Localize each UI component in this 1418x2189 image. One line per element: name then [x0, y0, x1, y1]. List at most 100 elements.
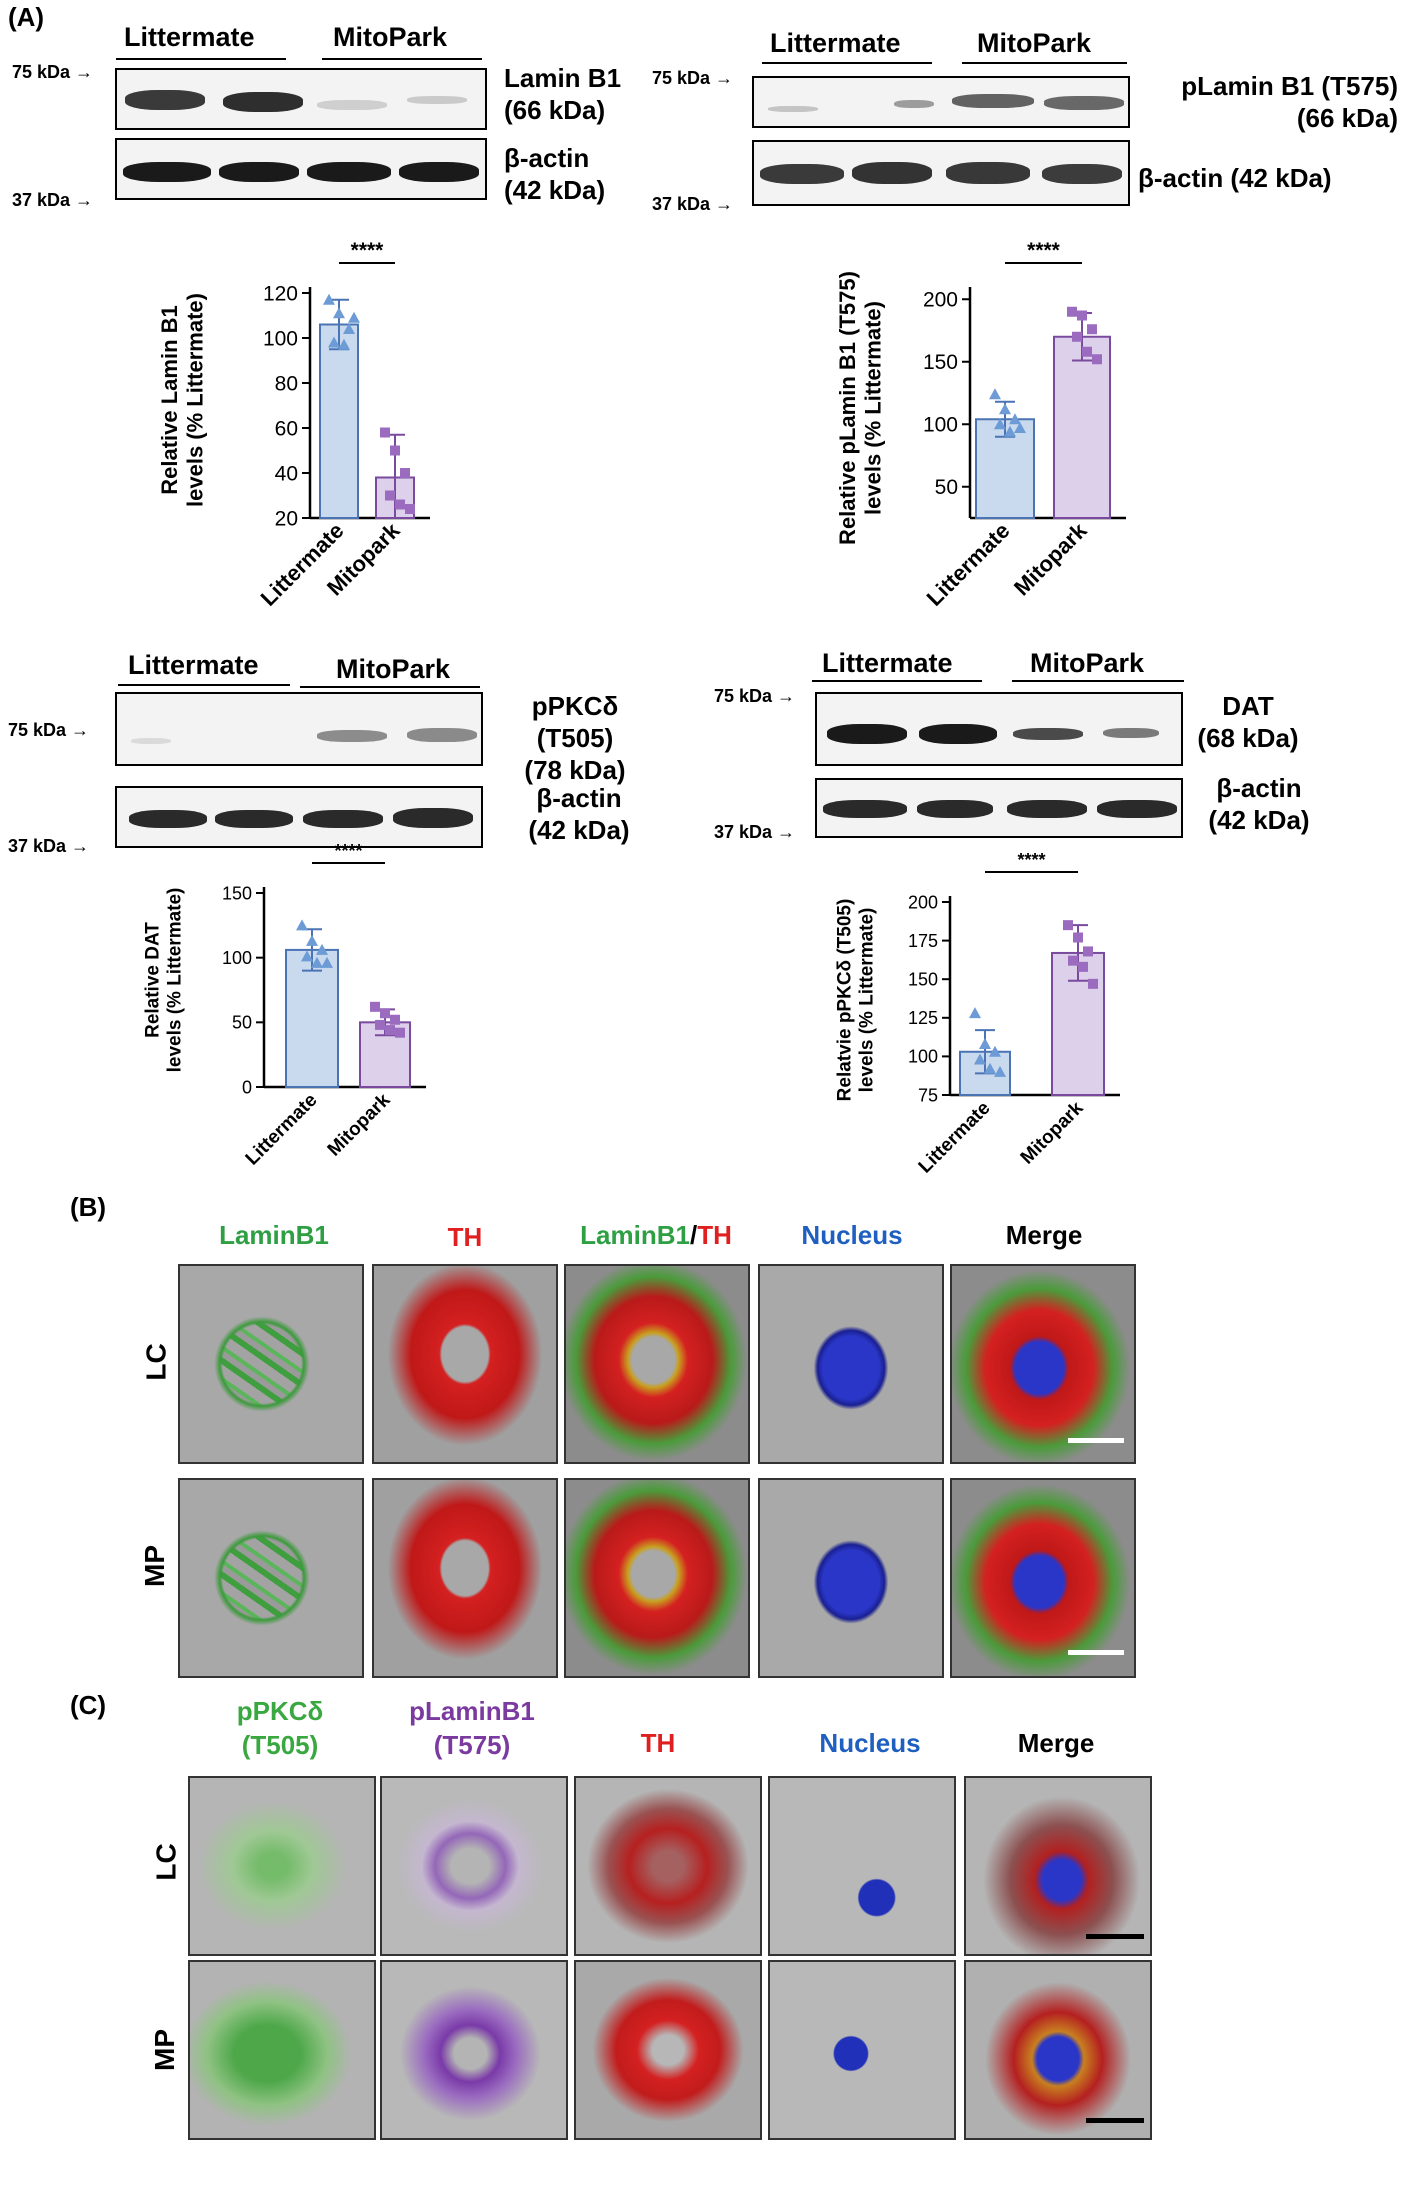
y-tick-label: 75 — [918, 1085, 938, 1105]
blot-strip-actin — [115, 786, 483, 848]
col-label-laminb1-th: LaminB1/TH — [580, 1220, 732, 1250]
data-point — [1014, 422, 1026, 433]
y-tick-label: 175 — [908, 931, 938, 951]
data-point — [343, 323, 355, 334]
col-label-th: TH — [640, 1728, 676, 1758]
data-point — [1009, 413, 1021, 425]
band — [407, 96, 467, 104]
bar-littermate — [319, 323, 359, 519]
data-point — [974, 1053, 986, 1065]
band — [827, 724, 907, 744]
marker-37: 37 kDa → — [8, 836, 90, 856]
data-point — [400, 468, 410, 478]
data-point — [989, 1045, 1001, 1057]
y-tick-label: 50 — [232, 1013, 252, 1033]
data-point — [1078, 961, 1088, 972]
band — [823, 800, 907, 818]
band — [1097, 800, 1177, 818]
data-point — [328, 336, 340, 348]
group-underline — [118, 684, 290, 686]
col-label-laminb1: LaminB1 — [219, 1220, 329, 1250]
micrograph-ppkcd-lc — [188, 1776, 376, 1956]
x-tick-label: Littermate — [922, 518, 1015, 611]
data-point — [1087, 324, 1097, 335]
blot-strip-lamin — [115, 68, 487, 130]
y-axis-label-line: levels (% Littermate) — [860, 301, 885, 515]
micrograph-laminb1-lc — [178, 1264, 364, 1464]
data-point — [969, 1007, 981, 1019]
control-label: β-actin (42 kDa) — [1208, 773, 1310, 835]
group-underline — [1012, 680, 1184, 682]
x-tick-label: Mitopark — [324, 1089, 395, 1160]
band — [123, 162, 211, 182]
marker-37: 37 kDa → — [12, 190, 94, 210]
panel-c-label: (C) — [70, 1690, 107, 1720]
y-tick-label: 200 — [908, 892, 938, 912]
y-tick-label: 200 — [923, 289, 958, 312]
micrograph-th-mp — [372, 1478, 558, 1678]
group-underline — [300, 686, 480, 688]
micrograph-plaminb1-lc — [380, 1776, 568, 1956]
col-label-merge: Merge — [1005, 1220, 1083, 1250]
band — [1007, 800, 1087, 818]
y-tick-label: 150 — [923, 351, 958, 374]
micrograph-nucleus-lc — [758, 1264, 944, 1464]
data-point — [311, 956, 323, 968]
group-label-littermate: Littermate — [822, 648, 953, 678]
row-label-mp: MP — [149, 2029, 180, 2071]
marker-37: 37 kDa → — [714, 822, 796, 842]
micrograph-nucleus-mp — [758, 1478, 944, 1678]
group-label-mitopark: MitoPark — [977, 28, 1092, 58]
significance-stars: **** — [351, 239, 385, 262]
data-point — [994, 418, 1006, 430]
band — [1103, 728, 1159, 738]
x-tick-label: Littermate — [256, 518, 349, 611]
micrograph-th-lc — [372, 1264, 558, 1464]
x-tick-label: Mitopark — [1009, 517, 1092, 600]
data-point — [989, 388, 1001, 400]
col-label-nucleus: Nucleus — [801, 1220, 903, 1250]
band — [125, 90, 205, 110]
blot-strip-ppkcd — [115, 692, 483, 766]
band — [129, 810, 207, 828]
scale-bar — [1068, 1650, 1124, 1655]
data-point — [1088, 978, 1098, 989]
group-underline — [962, 62, 1127, 64]
data-point — [390, 1014, 400, 1025]
col-label-plaminb1: pLaminB1 (T575) — [409, 1696, 535, 1760]
y-axis-label-line: Relative DAT — [143, 922, 164, 1038]
data-point — [338, 338, 350, 350]
scale-bar — [1086, 1934, 1144, 1939]
y-tick-label: 125 — [908, 1008, 938, 1028]
scale-bar — [1068, 1438, 1124, 1443]
y-tick-label: 0 — [242, 1077, 252, 1097]
group-label-mitopark: MitoPark — [336, 654, 451, 684]
data-point — [1004, 425, 1016, 437]
micrograph-merge-lc — [950, 1264, 1136, 1464]
data-point — [333, 307, 345, 319]
band — [307, 162, 391, 182]
y-axis-label: Relative Lamin B1levels (% Littermate) — [157, 293, 207, 507]
data-point — [1073, 932, 1083, 943]
band — [215, 810, 293, 828]
band — [952, 94, 1034, 108]
data-point — [979, 1038, 991, 1050]
y-tick-label: 40 — [275, 462, 298, 485]
group-underline — [322, 58, 482, 60]
y-axis-label-line: Relatvie pPKCδ (T505) — [835, 899, 856, 1102]
x-tick-label: Littermate — [915, 1098, 995, 1178]
bar-littermate — [285, 948, 339, 1089]
row-label-mp: MP — [139, 1545, 170, 1587]
group-label-mitopark: MitoPark — [1030, 648, 1145, 678]
row-label-lc: LC — [140, 1343, 172, 1381]
data-point — [385, 1025, 395, 1036]
marker-37: 37 kDa → — [652, 194, 734, 214]
col-label-nucleus: Nucleus — [819, 1728, 921, 1758]
micrograph-laminb1-th-mp — [564, 1478, 750, 1678]
y-axis-label-line: levels (% Littermate) — [182, 293, 207, 507]
y-tick-label: 80 — [275, 372, 298, 395]
band — [760, 164, 844, 184]
micrograph-laminb1-mp — [178, 1478, 364, 1678]
blot-strip-actin — [115, 138, 487, 200]
band — [223, 92, 303, 112]
